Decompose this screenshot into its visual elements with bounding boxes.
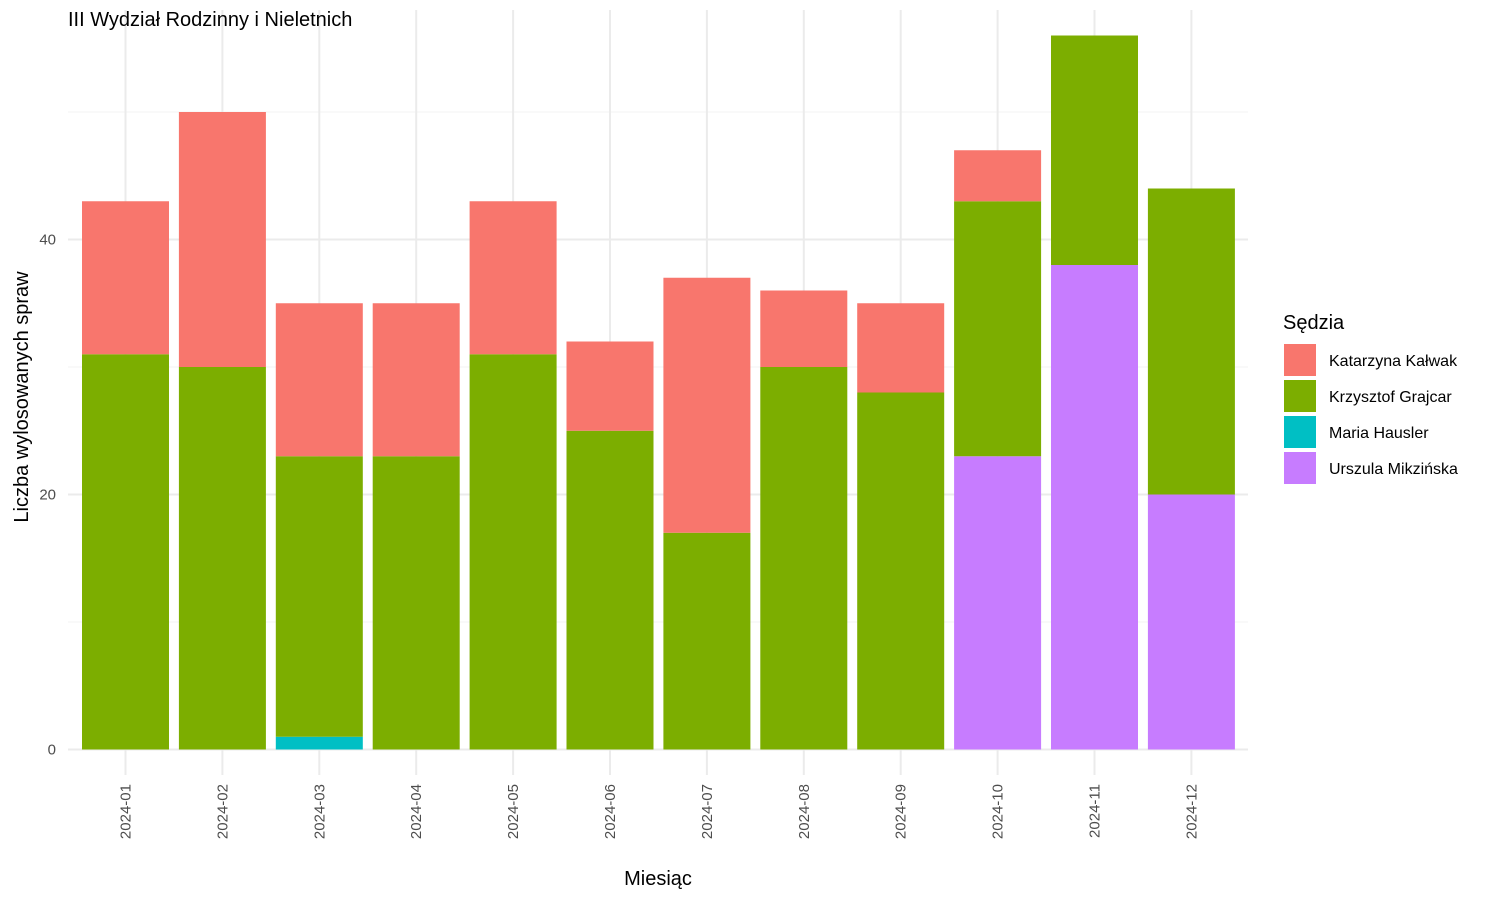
x-tick-label: 2024-04 — [408, 784, 425, 839]
bar-2024-11-krzysztof-grajcar — [1051, 35, 1138, 265]
x-tick-label: 2024-10 — [990, 784, 1007, 839]
bar-2024-07-katarzyna-ka-wak — [663, 277, 751, 533]
x-tick-label: 2024-02 — [214, 784, 231, 839]
legend: Sędzia Katarzyna Kałwak Krzysztof Grajcar… — [1283, 312, 1458, 484]
bar-2024-05-krzysztof-grajcar — [469, 354, 557, 750]
x-tick-label: 2024-09 — [893, 784, 910, 839]
x-tick-label: 2024-07 — [699, 784, 716, 839]
bar-2024-06-katarzyna-ka-wak — [566, 341, 654, 431]
x-tick-label: 2024-03 — [311, 784, 328, 839]
legend-items: Katarzyna Kałwak Krzysztof Grajcar Maria H… — [1284, 344, 1458, 484]
y-tick-label: 20 — [39, 487, 56, 504]
bar-2024-04-katarzyna-ka-wak — [372, 303, 460, 457]
x-tick-label: 2024-01 — [118, 784, 135, 839]
bar-2024-05-katarzyna-ka-wak — [469, 201, 557, 355]
x-tick-label: 2024-12 — [1183, 784, 1200, 839]
bar-2024-01-katarzyna-ka-wak — [82, 201, 169, 355]
legend-label: Maria Hausler — [1329, 425, 1429, 442]
legend-label: Krzysztof Grajcar — [1329, 389, 1452, 406]
bar-2024-02-katarzyna-ka-wak — [178, 112, 266, 367]
bar-2024-10-urszula-mikzin-ska — [954, 456, 1042, 750]
bars-layer — [82, 35, 1235, 750]
legend-title: Sędzia — [1283, 312, 1345, 334]
y-tick-label: 0 — [48, 742, 56, 759]
bar-2024-10-krzysztof-grajcar — [954, 201, 1042, 457]
bar-2024-10-katarzyna-ka-wak — [954, 150, 1042, 202]
y-axis-title: Liczba wylosowanych spraw — [11, 271, 33, 523]
legend-swatch — [1284, 344, 1316, 376]
bar-2024-03-katarzyna-ka-wak — [275, 303, 363, 457]
bar-2024-09-krzysztof-grajcar — [857, 392, 945, 750]
legend-label: Katarzyna Kałwak — [1329, 353, 1458, 370]
bar-2024-12-krzysztof-grajcar — [1147, 188, 1235, 495]
chart-title: III Wydział Rodzinny i Nieletnich — [68, 9, 352, 31]
legend-swatch — [1284, 416, 1316, 448]
x-axis-ticks: 2024-01 2024-02 2024-03 2024-04 2024-05 2024-… — [118, 784, 1201, 839]
bar-2024-02-krzysztof-grajcar — [178, 367, 266, 750]
bar-2024-06-krzysztof-grajcar — [566, 430, 654, 750]
x-tick-label: 2024-05 — [505, 784, 522, 839]
bar-2024-03-krzysztof-grajcar — [275, 456, 363, 737]
legend-swatch — [1284, 452, 1316, 484]
bar-2024-09-katarzyna-ka-wak — [857, 303, 945, 393]
x-tick-label: 2024-11 — [1087, 784, 1104, 838]
legend-swatch — [1284, 380, 1316, 412]
x-axis-title: Miesiąc — [624, 868, 692, 890]
y-tick-label: 40 — [39, 232, 56, 249]
bar-2024-11-urszula-mikzin-ska — [1051, 265, 1138, 750]
bar-2024-08-katarzyna-ka-wak — [760, 290, 848, 367]
bar-2024-04-krzysztof-grajcar — [372, 456, 460, 750]
bar-2024-07-krzysztof-grajcar — [663, 532, 751, 750]
bar-2024-01-krzysztof-grajcar — [82, 354, 169, 750]
bar-2024-08-krzysztof-grajcar — [760, 367, 848, 750]
x-tick-label: 2024-06 — [602, 784, 619, 839]
bar-2024-03-maria-hausler — [275, 736, 363, 750]
y-axis-ticks: 0 20 40 — [39, 232, 56, 759]
bar-2024-12-urszula-mikzin-ska — [1147, 494, 1235, 750]
legend-label: Urszula Mikzińska — [1329, 461, 1458, 478]
x-tick-label: 2024-08 — [796, 784, 813, 839]
